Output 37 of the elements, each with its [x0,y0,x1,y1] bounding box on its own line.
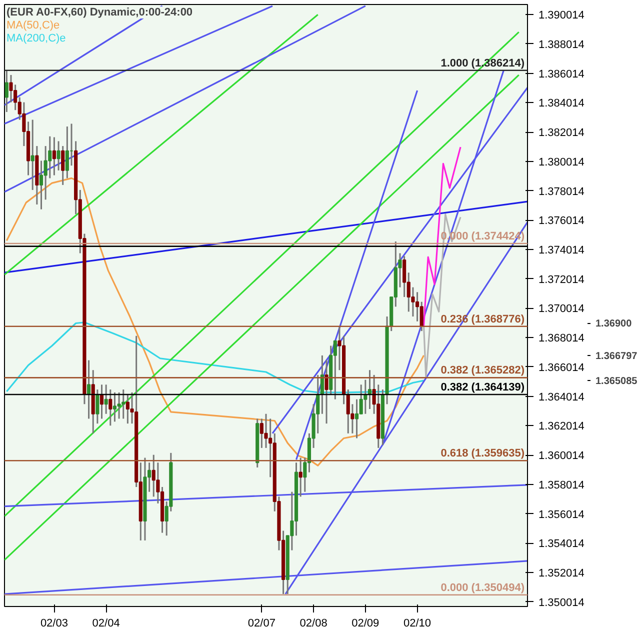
y-tick-label: 1.356014 [538,508,584,521]
ref-line-label: 0.382 (1.364139) [440,381,525,394]
y-tick-label: 1.366014 [538,362,584,374]
y-tick-label: 1.380014 [538,156,584,168]
y-tick-label: 1.386014 [538,68,584,80]
y-tick-label: 1.368014 [538,332,584,345]
y-tick-label: 1.384014 [538,98,584,110]
y-tick-label: 1.364014 [538,391,584,404]
text: MA(50,C)e [6,20,60,32]
ref-line-label: 0.618 (1.359635) [440,448,525,460]
y2-tick-label: 1.366797 [596,350,638,362]
text: MA(200,C)e [6,32,66,44]
ref-line-label: 0.382 (1.365282) [440,364,525,377]
y-tick-label: 1.360014 [538,450,584,462]
y-tick-label: 1.376014 [538,215,584,228]
y-tick-label: 1.354014 [538,538,584,550]
y-tick-label: 1.358014 [538,479,584,492]
y2-tick-label: 1.365085 [596,376,638,388]
y2-tick-label: 1.36900 [596,318,632,330]
y-tick-label: 1.362014 [538,420,584,433]
x-tick-label: 02/07 [248,618,276,630]
y-tick-label: 1.388014 [538,38,584,51]
x-tick-label: 02/09 [352,618,380,630]
y-tick-label: 1.374014 [538,244,584,256]
y-tick-label: 1.378014 [538,186,584,198]
y-tick-label: 1.372014 [538,274,584,286]
x-tick-label: 02/03 [40,618,68,630]
y-tick-label: 1.370014 [538,303,584,316]
x-tick-label: 02/08 [300,618,328,630]
x-tick-label: 02/10 [404,618,432,630]
chart-title: (EUR A0-FX,60) Dynamic,0:00-24:00 [6,6,193,18]
y-tick-label: 1.382014 [538,127,584,140]
x-tick-label: 02/04 [92,618,120,630]
ref-line-label: 0.000 (1.350494) [440,582,525,594]
y-tick-label: 1.390014 [538,10,584,22]
y-tick-label: 1.350014 [538,596,584,609]
y-tick-label: 1.352014 [538,568,584,580]
